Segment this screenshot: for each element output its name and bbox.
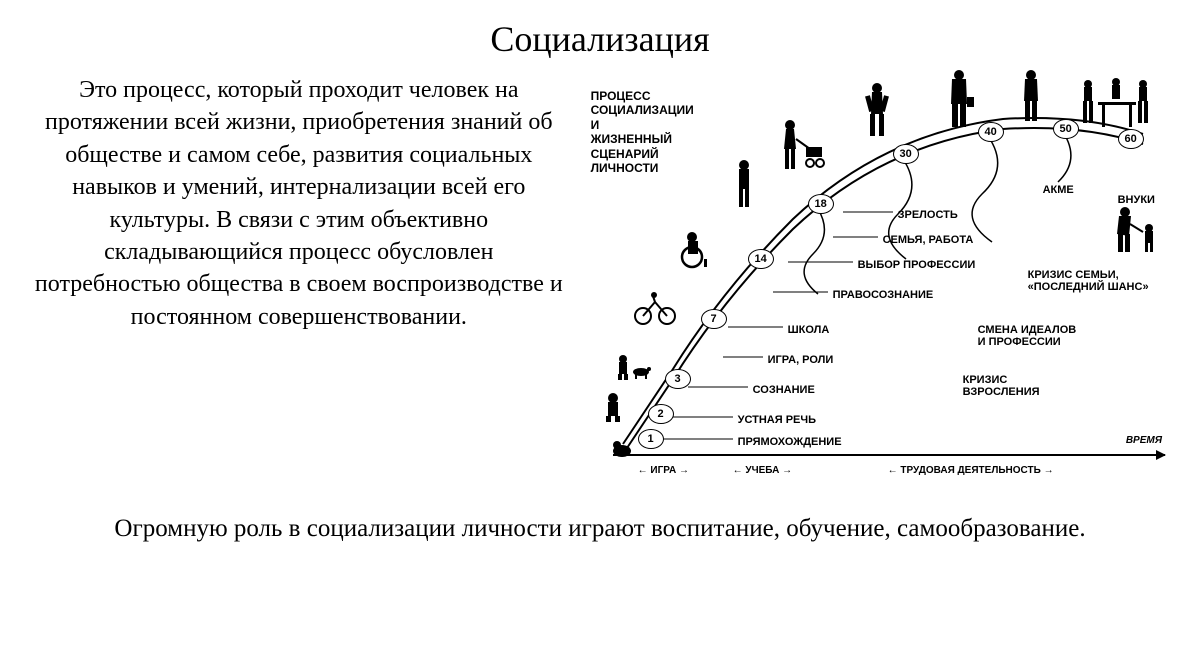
content-row: Это процесс, который проходит человек на…: [0, 74, 1200, 494]
stage-label: ПРАВОСОЗНАНИЕ: [833, 289, 934, 301]
age-node-3: 3: [665, 369, 691, 389]
age-node-40: 40: [978, 122, 1004, 142]
silhouette-mother-stroller: [778, 119, 828, 174]
stage-label: ВНУКИ: [1118, 194, 1155, 206]
silhouette-wheelchair: [678, 229, 714, 269]
phase-label: КРИЗИС СЕМЬИ, «ПОСЛЕДНИЙ ШАНС»: [1028, 269, 1149, 293]
stage-label: СЕМЬЯ, РАБОТА: [883, 234, 974, 246]
age-node-2: 2: [648, 404, 674, 424]
bottom-segment: ← ТРУДОВАЯ ДЕЯТЕЛЬНОСТЬ →: [888, 465, 1054, 476]
definition-text: Это процесс, который проходит человек на…: [30, 74, 583, 494]
silhouette-mature: [1018, 69, 1044, 124]
silhouette-adult-walk: [863, 82, 891, 140]
page-title: Социализация: [0, 18, 1200, 60]
life-arc-diagram: ПРОЦЕСС СОЦИАЛИЗАЦИИ И ЖИЗНЕННЫЙ СЦЕНАРИ…: [583, 74, 1170, 494]
swirl-3: [972, 136, 998, 242]
bottom-segment: ← ИГРА →: [638, 465, 689, 476]
age-node-50: 50: [1053, 119, 1079, 139]
silhouette-grandparent-child: [1113, 204, 1163, 254]
bottom-note: Огромную роль в социализации личности иг…: [0, 512, 1200, 546]
silhouette-teen: [733, 159, 755, 209]
age-node-14: 14: [748, 249, 774, 269]
stage-label: ПРЯМОХОЖДЕНИЕ: [738, 436, 842, 448]
phase-label: КРИЗИС ВЗРОСЛЕНИЯ: [963, 374, 1040, 398]
swirl-4: [1058, 132, 1071, 182]
age-node-18: 18: [808, 194, 834, 214]
stage-label: АКМЕ: [1043, 184, 1074, 196]
age-node-1: 1: [638, 429, 664, 449]
silhouette-toddler: [601, 392, 625, 422]
silhouette-bicycle: [633, 292, 677, 326]
time-axis-label: ВРЕМЯ: [1126, 435, 1162, 446]
age-node-60: 60: [1118, 129, 1144, 149]
age-node-30: 30: [893, 144, 919, 164]
stage-label: УСТНАЯ РЕЧЬ: [738, 414, 816, 426]
silhouette-child-dog: [613, 354, 653, 380]
stage-label: ИГРА, РОЛИ: [768, 354, 834, 366]
swirl-1: [804, 209, 824, 294]
stage-label: ШКОЛА: [788, 324, 830, 336]
bottom-segment: ← УЧЕБА →: [733, 465, 793, 476]
stage-label: ЗРЕЛОСТЬ: [898, 209, 958, 221]
silhouette-table-group: [1078, 74, 1153, 132]
phase-label: СМЕНА ИДЕАЛОВ И ПРОФЕССИИ: [978, 324, 1077, 348]
silhouette-businessman: [943, 69, 975, 129]
stage-label: СОЗНАНИЕ: [753, 384, 815, 396]
stage-label: ВЫБОР ПРОФЕССИИ: [858, 259, 976, 271]
time-axis: [613, 454, 1165, 456]
age-node-7: 7: [701, 309, 727, 329]
silhouette-baby: [611, 439, 633, 457]
